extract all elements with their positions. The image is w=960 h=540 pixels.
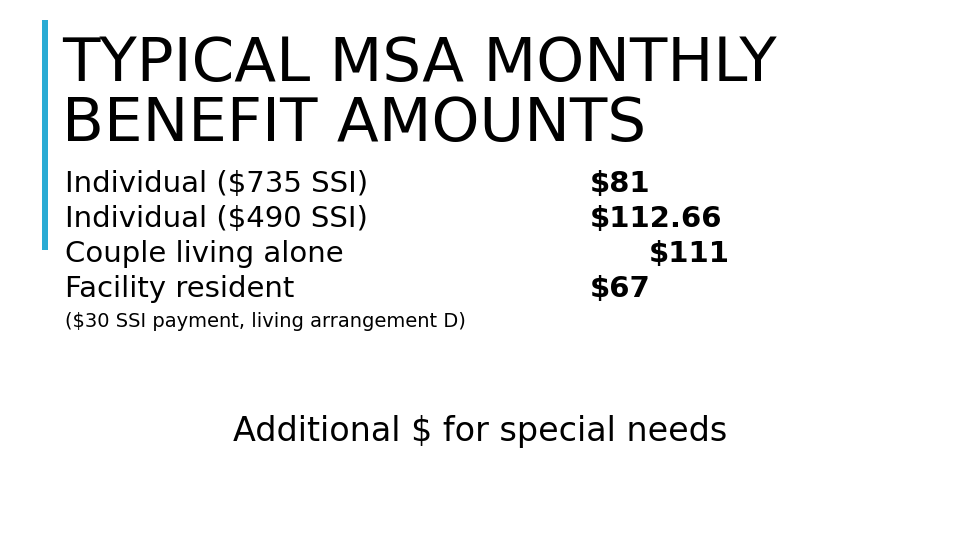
Text: TYPICAL MSA MONTHLY: TYPICAL MSA MONTHLY bbox=[62, 35, 777, 94]
Text: $111: $111 bbox=[649, 240, 730, 268]
Text: Individual ($490 SSI): Individual ($490 SSI) bbox=[65, 205, 368, 233]
Text: ($30 SSI payment, living arrangement D): ($30 SSI payment, living arrangement D) bbox=[65, 312, 466, 331]
Text: Facility resident: Facility resident bbox=[65, 275, 295, 303]
Text: Individual ($735 SSI): Individual ($735 SSI) bbox=[65, 170, 368, 198]
Text: $112.66: $112.66 bbox=[590, 205, 723, 233]
Text: BENEFIT AMOUNTS: BENEFIT AMOUNTS bbox=[62, 95, 646, 154]
Text: $81: $81 bbox=[590, 170, 651, 198]
Text: $67: $67 bbox=[590, 275, 651, 303]
Text: Couple living alone: Couple living alone bbox=[65, 240, 344, 268]
Text: Additional $ for special needs: Additional $ for special needs bbox=[233, 415, 727, 448]
Bar bbox=[42, 20, 48, 250]
